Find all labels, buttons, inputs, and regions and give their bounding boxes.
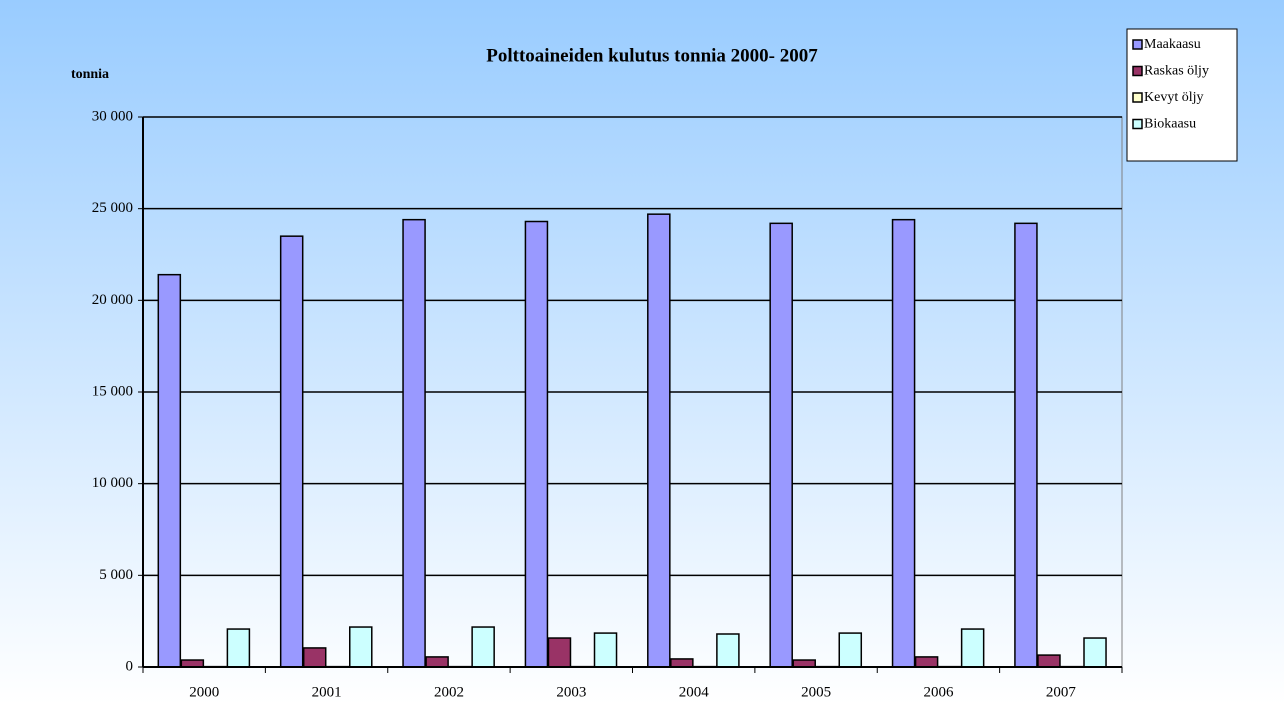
legend-label: Raskas öljy — [1144, 64, 1209, 79]
bar — [648, 214, 670, 667]
x-tick-label: 2007 — [1046, 684, 1077, 700]
y-tick-label: 20 000 — [92, 292, 133, 308]
bar — [181, 660, 203, 667]
legend-swatch — [1133, 67, 1142, 76]
chart-title: Polttoaineiden kulutus tonnia 2000- 2007 — [486, 45, 818, 66]
bar — [1038, 655, 1060, 667]
bar — [548, 638, 570, 667]
bar — [281, 236, 303, 667]
bar — [158, 275, 180, 667]
x-tick-label: 2005 — [801, 684, 831, 700]
y-tick-label: 15 000 — [92, 383, 133, 399]
y-tick-label: 0 — [126, 658, 134, 674]
y-tick-label: 5 000 — [99, 567, 133, 583]
x-tick-label: 2002 — [434, 684, 464, 700]
legend-swatch — [1133, 120, 1142, 129]
bar — [962, 629, 984, 667]
y-tick-label: 30 000 — [92, 108, 133, 124]
x-tick-label: 2006 — [923, 684, 954, 700]
legend-swatch — [1133, 93, 1142, 102]
legend-swatch — [1133, 40, 1142, 49]
bar — [671, 659, 693, 667]
bar — [472, 627, 494, 667]
bar — [350, 627, 372, 667]
bar — [227, 629, 249, 667]
bar — [717, 634, 739, 667]
bar — [839, 633, 861, 667]
bar — [525, 222, 547, 668]
bar — [1084, 638, 1106, 667]
bar — [770, 223, 792, 667]
x-tick-label: 2001 — [312, 684, 342, 700]
legend-label: Biokaasu — [1144, 117, 1196, 132]
bar — [893, 220, 915, 667]
legend-label: Maakaasu — [1144, 37, 1201, 52]
y-tick-label: 25 000 — [92, 200, 133, 216]
bar — [595, 633, 617, 667]
bar — [916, 657, 938, 667]
y-tick-label: 10 000 — [92, 475, 133, 491]
x-tick-label: 2000 — [189, 684, 219, 700]
bar — [426, 657, 448, 667]
bar — [403, 220, 425, 667]
bar — [1015, 223, 1037, 667]
y-axis-label: tonnia — [71, 67, 109, 82]
x-tick-label: 2004 — [679, 684, 710, 700]
legend-label: Kevyt öljy — [1144, 90, 1204, 105]
bar — [793, 660, 815, 667]
x-tick-label: 2003 — [556, 684, 586, 700]
bar — [304, 648, 326, 667]
